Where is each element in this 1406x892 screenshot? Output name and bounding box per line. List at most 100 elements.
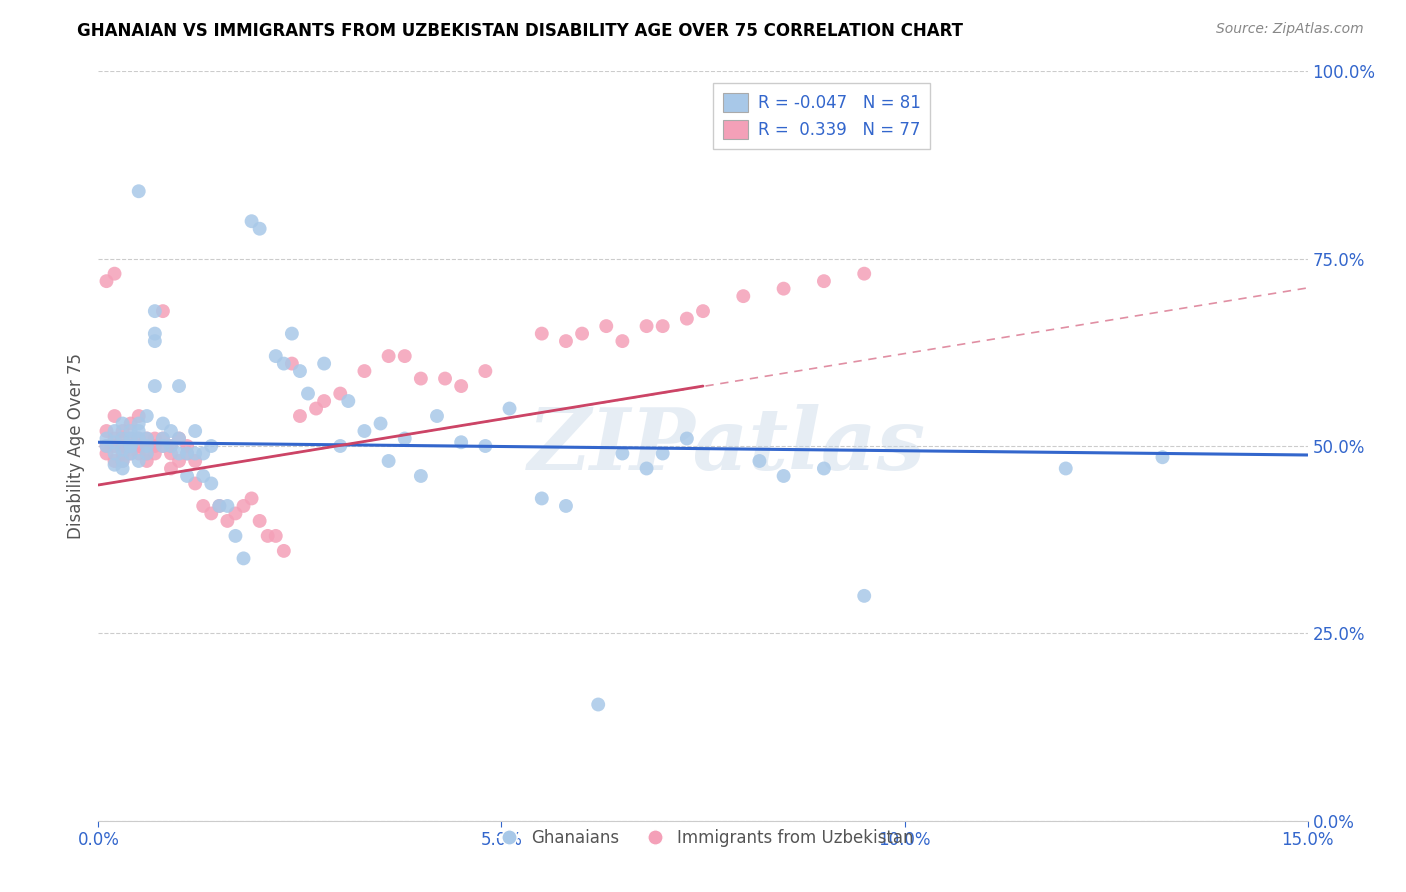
Point bbox=[474, 439, 496, 453]
Point bbox=[305, 401, 328, 416]
Point bbox=[193, 469, 215, 483]
Point bbox=[595, 319, 617, 334]
Point bbox=[103, 424, 125, 438]
Point bbox=[96, 439, 118, 453]
Point bbox=[853, 589, 876, 603]
Point bbox=[676, 311, 699, 326]
Point bbox=[120, 446, 142, 460]
Point bbox=[273, 544, 295, 558]
Point bbox=[256, 529, 278, 543]
Point bbox=[160, 439, 183, 453]
Point bbox=[152, 432, 174, 446]
Point bbox=[167, 432, 190, 446]
Point bbox=[249, 514, 271, 528]
Point bbox=[143, 439, 166, 453]
Point bbox=[813, 274, 835, 288]
Point bbox=[184, 446, 207, 460]
Point bbox=[288, 364, 311, 378]
Point bbox=[264, 349, 287, 363]
Point bbox=[651, 446, 673, 460]
Point bbox=[167, 446, 190, 460]
Point bbox=[636, 319, 658, 334]
Point bbox=[167, 432, 190, 446]
Point bbox=[434, 371, 457, 385]
Point bbox=[120, 432, 142, 446]
Point bbox=[353, 364, 375, 378]
Point bbox=[111, 442, 134, 457]
Point bbox=[612, 446, 634, 460]
Point bbox=[748, 454, 770, 468]
Point bbox=[288, 409, 311, 423]
Point bbox=[103, 458, 125, 472]
Point bbox=[120, 432, 142, 446]
Point bbox=[1152, 450, 1174, 465]
Point bbox=[152, 439, 174, 453]
Point bbox=[135, 409, 157, 423]
Point bbox=[167, 379, 190, 393]
Point bbox=[184, 476, 207, 491]
Point bbox=[128, 432, 150, 446]
Point bbox=[111, 432, 134, 446]
Point bbox=[184, 424, 207, 438]
Point bbox=[176, 469, 198, 483]
Point bbox=[128, 432, 150, 446]
Point bbox=[193, 499, 215, 513]
Point bbox=[329, 386, 352, 401]
Point bbox=[273, 357, 295, 371]
Point bbox=[160, 461, 183, 475]
Point bbox=[240, 214, 263, 228]
Point bbox=[111, 454, 134, 468]
Point bbox=[111, 417, 134, 431]
Point bbox=[135, 439, 157, 453]
Point bbox=[143, 334, 166, 348]
Point bbox=[152, 432, 174, 446]
Point bbox=[337, 394, 360, 409]
Point bbox=[103, 432, 125, 446]
Point bbox=[176, 446, 198, 460]
Point bbox=[103, 439, 125, 453]
Point bbox=[111, 424, 134, 438]
Point bbox=[120, 446, 142, 460]
Point bbox=[152, 417, 174, 431]
Point bbox=[143, 446, 166, 460]
Point bbox=[128, 417, 150, 431]
Point bbox=[772, 282, 794, 296]
Point bbox=[555, 334, 578, 348]
Point bbox=[184, 454, 207, 468]
Point bbox=[394, 432, 416, 446]
Point bbox=[474, 364, 496, 378]
Point bbox=[160, 424, 183, 438]
Point bbox=[120, 417, 142, 431]
Point bbox=[152, 439, 174, 453]
Point bbox=[498, 401, 520, 416]
Point bbox=[160, 446, 183, 460]
Point bbox=[111, 432, 134, 446]
Point bbox=[530, 326, 553, 341]
Point bbox=[128, 439, 150, 453]
Point bbox=[370, 417, 392, 431]
Point bbox=[176, 446, 198, 460]
Point bbox=[120, 439, 142, 453]
Point bbox=[813, 461, 835, 475]
Point bbox=[128, 454, 150, 468]
Point bbox=[135, 446, 157, 460]
Point bbox=[96, 439, 118, 453]
Point bbox=[200, 439, 222, 453]
Point bbox=[135, 432, 157, 446]
Point bbox=[353, 424, 375, 438]
Point bbox=[176, 439, 198, 453]
Point bbox=[217, 499, 239, 513]
Point bbox=[111, 439, 134, 453]
Point bbox=[128, 446, 150, 460]
Point bbox=[586, 698, 609, 712]
Point bbox=[193, 446, 215, 460]
Text: Source: ZipAtlas.com: Source: ZipAtlas.com bbox=[1216, 22, 1364, 37]
Point bbox=[143, 432, 166, 446]
Point bbox=[281, 326, 304, 341]
Point bbox=[128, 424, 150, 438]
Point bbox=[217, 514, 239, 528]
Legend: Ghanaians, Immigrants from Uzbekistan: Ghanaians, Immigrants from Uzbekistan bbox=[485, 822, 921, 854]
Point bbox=[208, 499, 231, 513]
Text: GHANAIAN VS IMMIGRANTS FROM UZBEKISTAN DISABILITY AGE OVER 75 CORRELATION CHART: GHANAIAN VS IMMIGRANTS FROM UZBEKISTAN D… bbox=[77, 22, 963, 40]
Point bbox=[394, 349, 416, 363]
